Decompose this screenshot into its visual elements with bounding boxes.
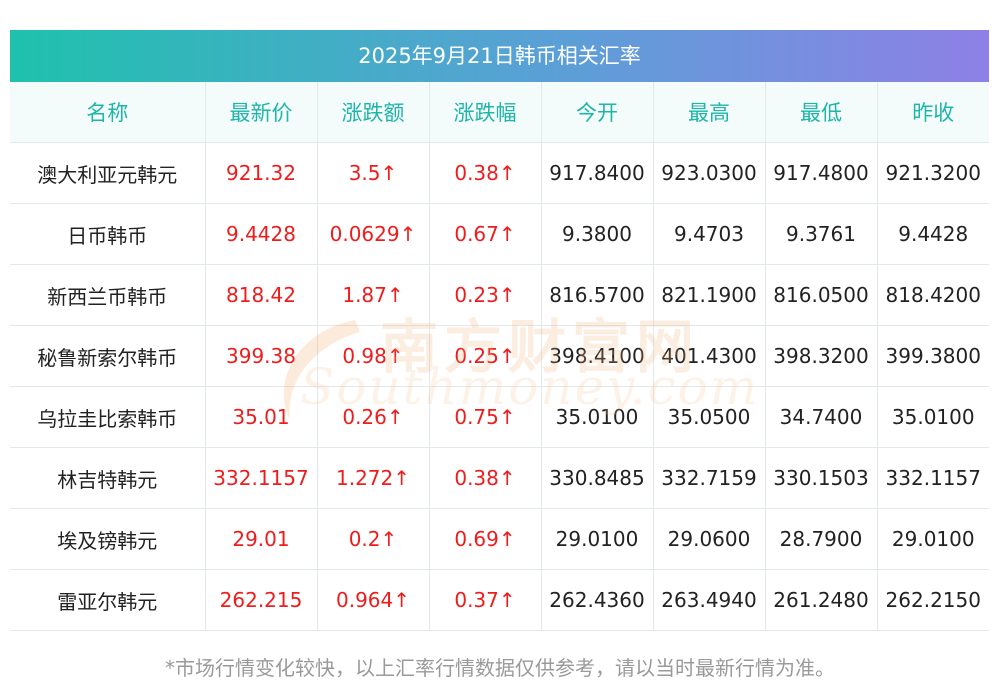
table-row: 林吉特韩元 332.1157 1.272↑ 0.38↑ 330.8485 332…	[10, 447, 989, 509]
latest-price: 35.01	[205, 386, 318, 448]
change-amount: 0.26↑	[317, 386, 430, 448]
col-header-high: 最高	[653, 82, 766, 143]
open-price: 262.4360	[541, 569, 654, 631]
open-price: 29.0100	[541, 508, 654, 570]
change-amount: 0.0629↑	[317, 203, 430, 265]
change-percent: 0.37↑	[429, 569, 542, 631]
change-percent: 0.75↑	[429, 386, 542, 448]
currency-name: 秘鲁新索尔韩币	[10, 325, 206, 387]
open-price: 398.4100	[541, 325, 654, 387]
prev-close: 9.4428	[877, 203, 989, 265]
change-percent: 0.69↑	[429, 508, 542, 570]
change-percent: 0.67↑	[429, 203, 542, 265]
high-price: 263.4940	[653, 569, 766, 631]
change-percent: 0.25↑	[429, 325, 542, 387]
low-price: 261.2480	[765, 569, 878, 631]
change-amount: 0.964↑	[317, 569, 430, 631]
change-percent: 0.23↑	[429, 264, 542, 326]
low-price: 330.1503	[765, 447, 878, 509]
change-amount: 3.5↑	[317, 142, 430, 204]
rates-panel: 2025年9月21日韩币相关汇率 名称 最新价 涨跌额 涨跌幅 今开 最高 最低…	[10, 30, 989, 631]
open-price: 917.8400	[541, 142, 654, 204]
prev-close: 399.3800	[877, 325, 989, 387]
change-amount: 0.2↑	[317, 508, 430, 570]
table-row: 雷亚尔韩元 262.215 0.964↑ 0.37↑ 262.4360 263.…	[10, 569, 989, 631]
low-price: 816.0500	[765, 264, 878, 326]
low-price: 28.7900	[765, 508, 878, 570]
rates-table: 名称 最新价 涨跌额 涨跌幅 今开 最高 最低 昨收 澳大利亚元韩元 921.3…	[10, 82, 989, 631]
header-row: 名称 最新价 涨跌额 涨跌幅 今开 最高 最低 昨收	[10, 82, 989, 143]
table-row: 日币韩币 9.4428 0.0629↑ 0.67↑ 9.3800 9.4703 …	[10, 203, 989, 265]
table-title: 2025年9月21日韩币相关汇率	[10, 30, 989, 82]
low-price: 9.3761	[765, 203, 878, 265]
low-price: 398.3200	[765, 325, 878, 387]
high-price: 923.0300	[653, 142, 766, 204]
currency-name: 澳大利亚元韩元	[10, 142, 206, 204]
prev-close: 921.3200	[877, 142, 989, 204]
low-price: 917.4800	[765, 142, 878, 204]
latest-price: 921.32	[205, 142, 318, 204]
latest-price: 29.01	[205, 508, 318, 570]
prev-close: 262.2150	[877, 569, 989, 631]
col-header-pct: 涨跌幅	[429, 82, 542, 143]
currency-name: 埃及镑韩元	[10, 508, 206, 570]
table-row: 埃及镑韩元 29.01 0.2↑ 0.69↑ 29.0100 29.0600 2…	[10, 508, 989, 570]
high-price: 332.7159	[653, 447, 766, 509]
open-price: 35.0100	[541, 386, 654, 448]
table-row: 秘鲁新索尔韩币 399.38 0.98↑ 0.25↑ 398.4100 401.…	[10, 325, 989, 387]
open-price: 330.8485	[541, 447, 654, 509]
high-price: 821.1900	[653, 264, 766, 326]
high-price: 35.0500	[653, 386, 766, 448]
table-row: 澳大利亚元韩元 921.32 3.5↑ 0.38↑ 917.8400 923.0…	[10, 142, 989, 204]
change-amount: 1.272↑	[317, 447, 430, 509]
high-price: 29.0600	[653, 508, 766, 570]
change-amount: 0.98↑	[317, 325, 430, 387]
latest-price: 262.215	[205, 569, 318, 631]
col-header-name: 名称	[10, 82, 206, 143]
latest-price: 818.42	[205, 264, 318, 326]
low-price: 34.7400	[765, 386, 878, 448]
table-row: 新西兰币韩币 818.42 1.87↑ 0.23↑ 816.5700 821.1…	[10, 264, 989, 326]
table-row: 乌拉圭比索韩币 35.01 0.26↑ 0.75↑ 35.0100 35.050…	[10, 386, 989, 448]
disclaimer-footnote: *市场行情变化较快，以上汇率行情数据仅供参考，请以当时最新行情为准。	[165, 656, 835, 680]
currency-name: 雷亚尔韩元	[10, 569, 206, 631]
col-header-change: 涨跌额	[317, 82, 430, 143]
currency-name: 日币韩币	[10, 203, 206, 265]
col-header-low: 最低	[765, 82, 878, 143]
latest-price: 9.4428	[205, 203, 318, 265]
prev-close: 332.1157	[877, 447, 989, 509]
col-header-prev: 昨收	[877, 82, 989, 143]
col-header-latest: 最新价	[205, 82, 318, 143]
open-price: 9.3800	[541, 203, 654, 265]
latest-price: 332.1157	[205, 447, 318, 509]
high-price: 9.4703	[653, 203, 766, 265]
latest-price: 399.38	[205, 325, 318, 387]
change-percent: 0.38↑	[429, 447, 542, 509]
prev-close: 818.4200	[877, 264, 989, 326]
currency-name: 林吉特韩元	[10, 447, 206, 509]
col-header-open: 今开	[541, 82, 654, 143]
currency-name: 乌拉圭比索韩币	[10, 386, 206, 448]
change-percent: 0.38↑	[429, 142, 542, 204]
open-price: 816.5700	[541, 264, 654, 326]
change-amount: 1.87↑	[317, 264, 430, 326]
prev-close: 29.0100	[877, 508, 989, 570]
prev-close: 35.0100	[877, 386, 989, 448]
high-price: 401.4300	[653, 325, 766, 387]
currency-name: 新西兰币韩币	[10, 264, 206, 326]
